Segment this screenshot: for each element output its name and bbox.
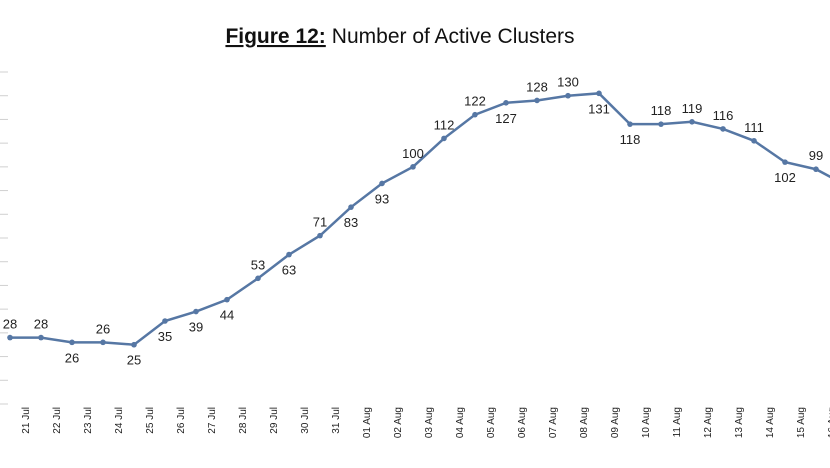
x-tick-label: 01 Aug — [362, 407, 373, 438]
data-point — [69, 339, 75, 346]
x-tick-label: 24 Jul — [114, 407, 125, 434]
data-label: 63 — [282, 263, 296, 278]
data-label: 102 — [774, 170, 796, 185]
data-line — [10, 92, 830, 346]
x-tick-label: 13 Aug — [734, 407, 745, 438]
data-point — [813, 166, 819, 173]
figure-label: Figure 12: — [225, 25, 325, 48]
data-label: 26 — [65, 350, 79, 365]
data-point — [534, 97, 540, 104]
data-point — [782, 159, 788, 165]
data-label: 71 — [313, 215, 327, 230]
data-label: 118 — [620, 132, 641, 147]
data-point — [441, 135, 447, 142]
data-point — [596, 90, 602, 97]
data-label: 44 — [220, 308, 234, 323]
data-point — [193, 308, 199, 315]
chart-title: Figure 12: Number of Active Clusters — [225, 25, 574, 48]
data-point — [658, 121, 664, 127]
x-tick-label: 25 Jul — [145, 407, 156, 434]
x-tick-label: 03 Aug — [424, 407, 435, 438]
data-point — [162, 318, 168, 324]
x-tick-label: 23 Jul — [83, 407, 94, 434]
x-tick-label: 05 Aug — [486, 407, 497, 438]
x-tick-label: 12 Aug — [703, 407, 714, 438]
data-label: 39 — [189, 320, 203, 335]
x-tick-label: 20 Jul — [0, 407, 1, 434]
data-point — [255, 275, 261, 282]
data-point — [317, 232, 323, 239]
x-tick-label: 28 Jul — [238, 407, 249, 434]
data-point — [38, 334, 44, 341]
data-label: 112 — [434, 117, 455, 132]
data-point — [751, 137, 757, 144]
data-label: 131 — [588, 101, 610, 116]
data-label: 130 — [557, 75, 579, 90]
data-point — [410, 164, 416, 170]
data-label: 128 — [526, 79, 548, 94]
data-point — [286, 251, 292, 258]
data-label: 28 — [3, 317, 17, 332]
x-tick-label: 26 Jul — [176, 407, 187, 434]
data-label: 25 — [127, 353, 141, 368]
data-label: 99 — [809, 148, 823, 163]
title-text: Number of Active Clusters — [332, 25, 575, 48]
data-point — [7, 334, 13, 341]
x-tick-label: 31 Jul — [331, 407, 342, 434]
x-tick-label: 30 Jul — [300, 407, 311, 434]
data-point — [379, 180, 385, 187]
x-tick-label: 08 Aug — [579, 407, 590, 438]
data-label: 111 — [744, 120, 764, 135]
x-tick-label: 07 Aug — [548, 407, 559, 438]
data-label: 53 — [251, 257, 265, 272]
data-point — [565, 92, 571, 99]
data-point — [131, 341, 137, 348]
x-tick-label: 21 Jul — [21, 407, 32, 434]
data-label: 93 — [375, 191, 389, 206]
data-label: 83 — [344, 215, 358, 230]
data-label: 122 — [464, 94, 486, 109]
data-label: 118 — [651, 103, 672, 118]
data-point — [472, 111, 478, 118]
x-tick-label: 16 Aug — [827, 407, 830, 438]
data-label: 127 — [495, 111, 517, 126]
x-tick-label: 22 Jul — [52, 407, 63, 434]
data-label: 100 — [402, 146, 424, 161]
data-point — [503, 100, 509, 106]
data-point — [348, 204, 354, 210]
data-label: 28 — [34, 317, 48, 332]
x-tick-label: 04 Aug — [455, 407, 466, 438]
data-point — [224, 296, 230, 303]
data-point — [627, 121, 633, 127]
x-tick-label: 02 Aug — [393, 407, 404, 438]
x-tick-label: 10 Aug — [641, 407, 652, 438]
data-point — [689, 119, 695, 125]
x-tick-label: 14 Aug — [765, 407, 776, 438]
data-point — [100, 339, 106, 346]
x-tick-label: 15 Aug — [796, 407, 807, 438]
x-tick-label: 11 Aug — [672, 407, 683, 437]
data-point — [720, 126, 726, 132]
data-label: 26 — [96, 321, 110, 336]
data-label: 119 — [682, 101, 703, 116]
x-tick-label: 29 Jul — [269, 407, 280, 434]
data-label: 116 — [713, 108, 734, 123]
x-tick-label: 27 Jul — [207, 407, 218, 434]
data-label: 35 — [158, 329, 172, 344]
x-tick-label: 09 Aug — [610, 407, 621, 438]
x-tick-label: 06 Aug — [517, 407, 528, 438]
